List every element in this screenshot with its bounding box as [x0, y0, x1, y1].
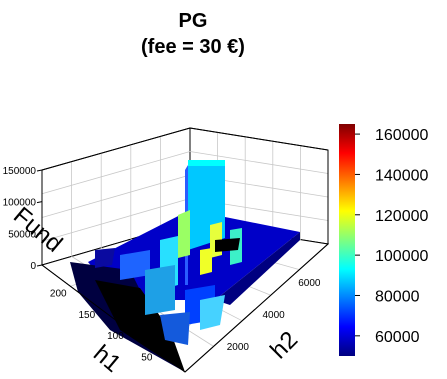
surface-block-black	[215, 238, 240, 252]
colorbar-tick-label: 100000	[375, 248, 428, 265]
surface-tower-main-top	[188, 160, 225, 166]
z-tick-label: 100000	[3, 198, 37, 209]
y-axis-label: h2	[265, 326, 303, 364]
surface-block-mid-blue	[160, 312, 190, 345]
surface-tower-green	[178, 210, 190, 258]
surface-block-blue	[120, 250, 150, 280]
z-tick-label: 0	[30, 261, 36, 272]
surface-block-teal	[145, 265, 175, 315]
y-tick-label: 6000	[298, 278, 321, 289]
z-tick-mark	[36, 264, 43, 267]
x-tick-label: 50	[141, 353, 153, 364]
chart-title: PG (fee = 30 €)	[0, 8, 386, 60]
surface-base-plane	[88, 210, 300, 300]
z-tick-mark	[36, 169, 43, 172]
z-tick-label: 50000	[8, 229, 36, 240]
y-axis-ticks: 2000 4000 6000	[227, 278, 321, 353]
surface-block-yellow	[200, 248, 212, 275]
x-tick-label: 150	[79, 310, 96, 321]
chart-title-line1: PG	[178, 10, 208, 32]
left-wall-hgridline	[41, 198, 191, 242]
top-right-edge	[189, 127, 329, 151]
z-axis-ticks: 0 50000 100000 150000	[3, 166, 43, 272]
y-tick-label: 2000	[227, 342, 250, 353]
surface-block-light-cyan	[200, 295, 225, 330]
z-tick-label: 150000	[3, 166, 37, 177]
surface-right-edge	[215, 232, 300, 305]
surface	[70, 160, 300, 372]
colorbar-tick-label: 140000	[375, 167, 428, 184]
x-tick-label: 200	[50, 288, 67, 299]
x-tick-label: 100	[107, 331, 124, 342]
top-left-edge	[41, 127, 191, 171]
z-tick-mark	[36, 232, 43, 235]
surface-front-dark	[95, 280, 185, 372]
colorbar-tick-label: 60000	[375, 329, 420, 346]
colorbar-tick-label: 80000	[375, 288, 420, 305]
left-wall-hgridline	[41, 151, 191, 195]
y-tick-label: 4000	[263, 310, 286, 321]
colorbar-tick-label: 120000	[375, 208, 428, 225]
left-wall-hgridline	[41, 174, 191, 218]
colorbar-ticks: 60000 80000 100000 120000 140000 160000	[355, 127, 428, 346]
x-axis-label: h1	[88, 340, 126, 378]
colorbar-tick-label: 160000	[375, 127, 428, 144]
surface-block-far-left	[95, 248, 115, 268]
chart-title-line2: (fee = 30 €)	[141, 36, 245, 58]
front-right-edge	[184, 150, 329, 373]
z-tick-mark	[36, 201, 43, 204]
right-wall-hgridline	[189, 151, 329, 174]
colorbar	[339, 124, 355, 356]
x-axis-ticks: 50 100 150 200	[50, 288, 153, 363]
